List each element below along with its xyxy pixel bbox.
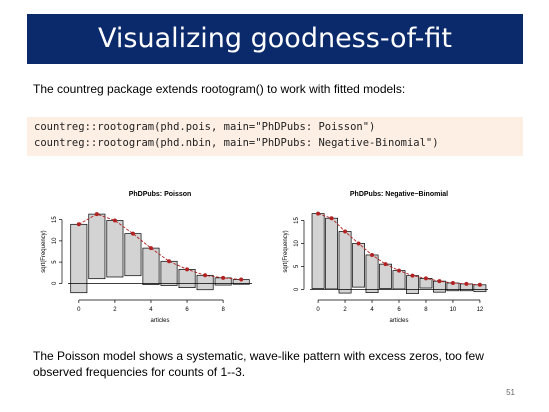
rootogram-poisson-chart: PhDPubs: Poisson 0 2 4 6 8 0 5 10 15 articles sqrt(… (41, 191, 252, 324)
x-axis-label: articles (389, 318, 408, 324)
slide-title: Visualizing goodness-of-fit (98, 23, 452, 54)
expected-point (316, 211, 321, 216)
expected-point (370, 252, 375, 257)
intro-text: The countreg package extends rootogram()… (33, 82, 406, 96)
x-tick-label: 8 (424, 307, 428, 313)
rootogram-bar (106, 220, 124, 278)
x-tick-label: 0 (316, 307, 320, 313)
expected-point (383, 262, 388, 267)
rootogram-bar (196, 274, 214, 291)
chart-title: PhDPubs: Negative−Binomial (350, 191, 448, 198)
rootogram-bar (352, 243, 365, 288)
x-tick-label: 4 (149, 307, 153, 313)
expected-point (130, 231, 135, 236)
x-tick-label: 12 (477, 307, 484, 313)
rootogram-bar (392, 270, 406, 290)
x-tick-label: 2 (343, 307, 347, 313)
y-axis-label: sqrt(Frequency) (41, 230, 47, 272)
expected-point (423, 276, 428, 281)
code-block: countreg::rootogram(phd.pois, main="PhDP… (27, 117, 523, 156)
y-tick-label: 5 (294, 264, 300, 268)
expected-point (397, 268, 401, 273)
x-tick-label: 0 (77, 307, 81, 313)
x-tick-label: 6 (185, 307, 189, 313)
rootogram-bar (142, 247, 160, 285)
expected-point (464, 281, 469, 286)
expected-point (437, 279, 442, 284)
x-tick-label: 8 (221, 307, 225, 313)
expected-point (185, 267, 190, 272)
expected-point (450, 280, 455, 285)
expected-point (477, 282, 482, 287)
x-axis-label: articles (150, 318, 169, 324)
y-tick-label: 10 (294, 239, 300, 246)
y-tick-label: 15 (52, 216, 58, 223)
rootogram-bar (406, 275, 419, 294)
rootogram-bar (379, 263, 392, 289)
expected-point (329, 216, 334, 221)
x-tick-label: 2 (113, 307, 117, 313)
code-line-negbin: countreg::rootogram(phd.nbin, main="PhDP… (34, 137, 439, 149)
chart-title: PhDPubs: Poisson (129, 191, 192, 198)
expected-point (167, 259, 172, 264)
expected-point (239, 277, 244, 282)
x-tick-label: 6 (397, 307, 401, 313)
y-tick-label: 10 (52, 237, 58, 244)
expected-point (76, 222, 81, 227)
footer-text: The Poisson model shows a systematic, wa… (33, 349, 484, 379)
rootogram-bar (365, 254, 379, 293)
title-banner: Visualizing goodness-of-fit (27, 14, 523, 64)
expected-point (356, 241, 361, 246)
rootogram-bar (325, 217, 338, 290)
rootogram-bar (311, 213, 325, 289)
expected-point (410, 273, 415, 278)
expected-point (94, 212, 99, 217)
y-tick-label: 0 (52, 281, 58, 285)
x-tick-label: 10 (450, 307, 457, 313)
y-axis-label: sqrt(Frequency) (283, 230, 289, 272)
expected-frequency-line (78, 213, 242, 280)
rootogram-bar (88, 213, 106, 280)
rootogram-bar (338, 231, 352, 294)
expected-point (221, 275, 226, 280)
rootogram-bar (160, 260, 178, 286)
expected-point (203, 273, 208, 278)
rootogram-bar (70, 223, 88, 294)
expected-point (112, 218, 117, 223)
rootogram-bar (178, 268, 196, 288)
expected-point (343, 229, 348, 234)
code-line-poisson: countreg::rootogram(phd.pois, main="PhDP… (34, 121, 376, 133)
expected-point (148, 246, 153, 251)
y-tick-label: 0 (294, 287, 300, 291)
page-number: 51 (506, 388, 515, 397)
y-tick-label: 5 (52, 260, 58, 264)
y-tick-label: 15 (294, 216, 300, 223)
rootogram-bar (124, 233, 142, 277)
rootogram-negbin-chart: PhDPubs: Negative−Binomial 0 2 4 6 8 10 12 0 5 10 1… (283, 191, 488, 324)
x-tick-label: 4 (370, 307, 374, 313)
